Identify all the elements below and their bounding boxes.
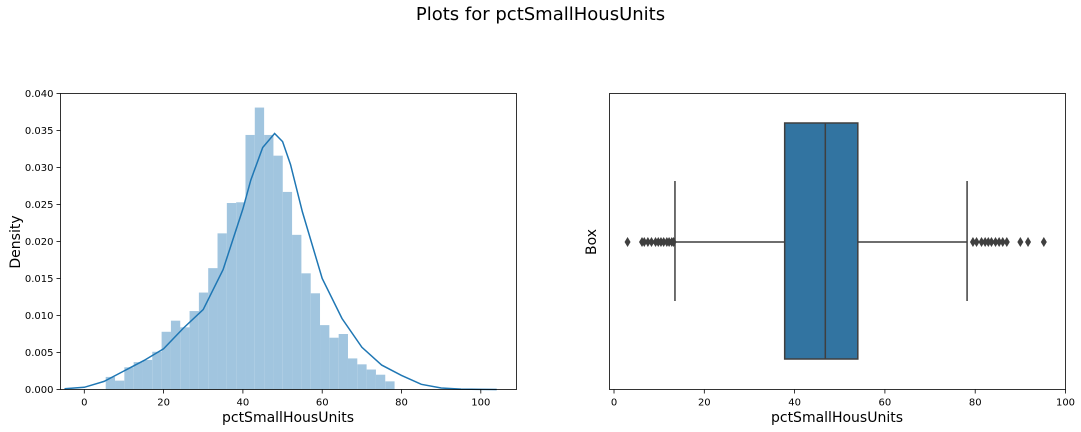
histogram-bar bbox=[375, 374, 386, 390]
histogram-panel: 0 20 40 60 80 100 0.0000.0050.0100.0150.0200.… bbox=[8, 89, 517, 426]
histogram-y-tick-label: 0.030 bbox=[25, 163, 54, 174]
outlier-marker bbox=[641, 237, 648, 247]
boxplot-x-tick-label: 80 bbox=[969, 398, 982, 409]
histogram-bar bbox=[320, 325, 330, 390]
outlier-marker bbox=[996, 237, 1003, 247]
histogram-x-tick-label: 0 bbox=[81, 398, 87, 409]
histogram-x-tick-label: 20 bbox=[157, 398, 170, 409]
outlier-marker bbox=[978, 237, 985, 247]
histogram-y-tick-label: 0.020 bbox=[25, 237, 54, 248]
histogram-bar bbox=[208, 268, 218, 390]
histogram-bar bbox=[292, 234, 302, 390]
histogram-x-tick-label: 40 bbox=[237, 398, 250, 409]
histogram-bar bbox=[301, 273, 311, 390]
histogram-x-tick-label: 60 bbox=[316, 398, 329, 409]
histogram-bar bbox=[338, 334, 348, 390]
outlier-marker bbox=[969, 237, 976, 247]
histogram-bar bbox=[329, 337, 339, 390]
outlier-marker bbox=[992, 237, 999, 247]
histogram-y-tick-label: 0.005 bbox=[25, 348, 54, 359]
histogram-bar bbox=[366, 369, 376, 390]
outlier-marker bbox=[973, 237, 980, 247]
histogram-bar bbox=[226, 203, 237, 390]
histogram-bar bbox=[217, 233, 227, 390]
outlier-marker bbox=[1040, 237, 1047, 247]
boxplot-x-tick-label: 0 bbox=[611, 398, 617, 409]
boxplot-panel: 0 20 40 60 80 100 pctSmallHousUnits Box bbox=[584, 93, 1075, 426]
outlier-marker bbox=[648, 237, 655, 247]
histogram-y-label: Density bbox=[8, 215, 24, 268]
histogram-bar bbox=[245, 134, 255, 390]
histogram-y-tick-label: 0.040 bbox=[25, 89, 54, 100]
histogram-bar bbox=[310, 293, 321, 390]
histogram-bar bbox=[180, 327, 190, 390]
histogram-bar bbox=[254, 107, 265, 390]
histogram-y-ticks: 0.000 0.005 0.010 0.015 0.020 0.025 0.030 0.035… bbox=[25, 89, 61, 396]
histogram-y-tick-label: 0.025 bbox=[25, 200, 54, 211]
boxplot-x-label: pctSmallHousUnits bbox=[771, 410, 903, 426]
histogram-y-tick-label: 0.035 bbox=[25, 126, 54, 137]
histogram-y-tick-label: 0.000 bbox=[25, 385, 54, 396]
outlier-marker bbox=[985, 237, 992, 247]
histogram-bar bbox=[189, 311, 199, 390]
outlier-marker bbox=[982, 237, 989, 247]
boxplot-axes-frame bbox=[609, 93, 1066, 390]
outlier-marker bbox=[988, 237, 995, 247]
histogram-bar bbox=[385, 381, 395, 390]
figure-title: Plots for pctSmallHousUnits bbox=[415, 4, 666, 25]
histogram-x-ticks: 0 20 40 60 80 100 bbox=[81, 389, 490, 409]
histogram-bar bbox=[152, 351, 162, 390]
boxplot-x-tick-label: 60 bbox=[879, 398, 892, 409]
histogram-x-tick-label: 100 bbox=[471, 398, 490, 409]
histogram-bar bbox=[161, 331, 171, 390]
histogram-x-tick-label: 80 bbox=[395, 398, 408, 409]
boxplot-x-tick-label: 100 bbox=[1056, 398, 1075, 409]
histogram-bar bbox=[282, 191, 293, 390]
outlier-marker bbox=[624, 237, 631, 247]
histogram-bar bbox=[124, 367, 134, 390]
outlier-marker bbox=[1025, 237, 1032, 247]
histogram-bar bbox=[357, 364, 367, 390]
histogram-bar bbox=[264, 134, 274, 390]
interquartile-box bbox=[783, 122, 859, 360]
boxplot-x-ticks: 0 20 40 60 80 100 bbox=[611, 389, 1075, 409]
outlier-marker bbox=[1017, 237, 1024, 247]
histogram-bar bbox=[142, 359, 153, 390]
histogram-y-tick-label: 0.015 bbox=[25, 274, 54, 285]
kde-curve bbox=[64, 132, 497, 391]
boxplot-x-tick-label: 40 bbox=[788, 398, 801, 409]
histogram-bar bbox=[170, 320, 181, 390]
histogram-bar bbox=[273, 155, 283, 390]
outlier-marker bbox=[644, 237, 651, 247]
histogram-bar bbox=[198, 292, 209, 390]
histogram-bars bbox=[105, 107, 395, 390]
histogram-x-label: pctSmallHousUnits bbox=[222, 410, 354, 426]
boxplot-elements bbox=[624, 122, 1047, 360]
outlier-marker bbox=[1003, 237, 1010, 247]
histogram-bar bbox=[236, 202, 246, 390]
outlier-marker bbox=[670, 237, 677, 247]
outlier-marker bbox=[999, 237, 1006, 247]
outlier-marker bbox=[660, 237, 667, 247]
histogram-bar bbox=[115, 380, 125, 390]
boxplot-y-label: Box bbox=[584, 229, 600, 255]
boxplot-x-tick-label: 20 bbox=[698, 398, 711, 409]
histogram-y-tick-label: 0.010 bbox=[25, 311, 54, 322]
histogram-bar bbox=[105, 376, 116, 390]
histogram-bar bbox=[347, 358, 358, 390]
histogram-bar bbox=[133, 362, 143, 390]
